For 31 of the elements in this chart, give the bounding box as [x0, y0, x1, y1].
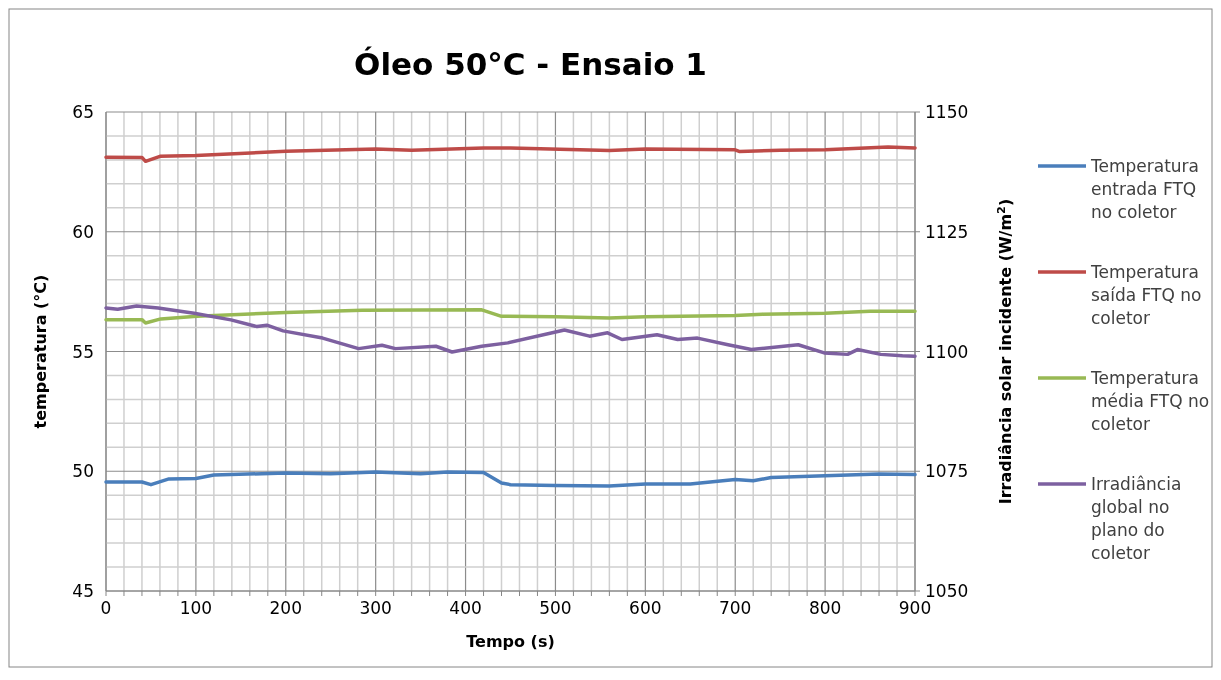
line-series: [104, 470, 917, 488]
y2-tick-label: 1150: [925, 102, 969, 122]
chart-title: Óleo 50°C - Ensaio 1: [354, 46, 707, 82]
legend-label: Irradiância global no plano do coletor: [1091, 474, 1182, 563]
line-series: [104, 308, 917, 325]
line-series: [104, 304, 917, 359]
x-tick-label: 100: [179, 598, 213, 618]
x-tick-label: 300: [359, 598, 392, 618]
y-tick-label: 65: [72, 102, 94, 122]
y-tick-label: 50: [72, 461, 94, 482]
y2-tick-label: 1050: [925, 581, 969, 601]
y-tick-label: 60: [72, 221, 94, 242]
x-tick-label: 500: [539, 598, 572, 618]
y2-tick-label: 1125: [925, 221, 969, 242]
y-axis-title: temperatura (°C): [31, 274, 50, 429]
y-tick-label: 55: [72, 341, 94, 362]
x-axis-title: Tempo (s): [466, 632, 555, 651]
legend-label: Temperatura entrada FTQ no coletor: [1090, 156, 1200, 222]
x-tick-label: 400: [449, 598, 482, 618]
y2-tick-label: 1075: [925, 461, 969, 482]
y2-tick-label: 1100: [925, 341, 969, 362]
y-tick-label: 45: [72, 581, 94, 601]
legend-label: Temperatura média FTQ no coletor: [1090, 368, 1210, 434]
x-tick-label: 800: [808, 598, 842, 618]
line-series: [104, 145, 917, 164]
x-tick-label: 600: [629, 598, 662, 618]
x-tick-label: 200: [269, 598, 302, 618]
x-tick-label: 700: [719, 598, 752, 618]
x-tick-label: 0: [100, 598, 112, 618]
legend-label: Temperatura saída FTQ no coletor: [1090, 262, 1202, 328]
x-tick-label: 900: [898, 598, 932, 618]
